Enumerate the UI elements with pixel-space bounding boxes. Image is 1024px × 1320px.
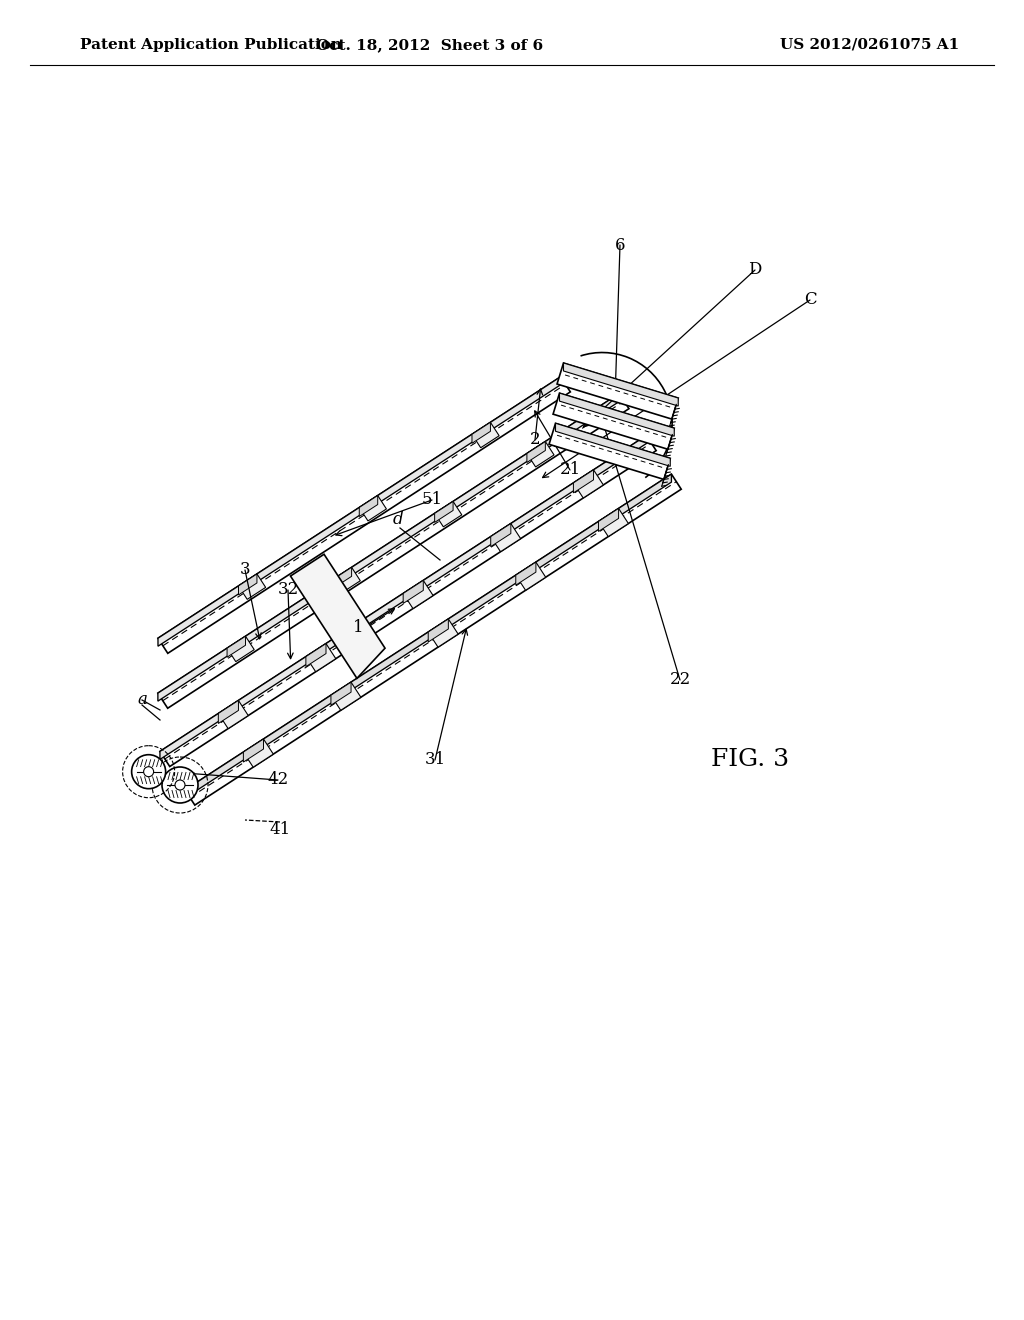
- Text: 42: 42: [267, 771, 289, 788]
- Polygon shape: [331, 682, 351, 705]
- Polygon shape: [158, 376, 570, 653]
- Text: 22: 22: [670, 672, 690, 689]
- Circle shape: [175, 780, 185, 789]
- Text: 31: 31: [424, 751, 445, 768]
- Text: 1: 1: [352, 619, 364, 635]
- Text: d: d: [392, 511, 403, 528]
- Text: a: a: [137, 692, 146, 709]
- Polygon shape: [490, 524, 511, 546]
- Polygon shape: [472, 422, 490, 444]
- Polygon shape: [549, 424, 671, 479]
- Polygon shape: [516, 562, 546, 590]
- Polygon shape: [218, 701, 248, 729]
- Polygon shape: [563, 363, 678, 407]
- Polygon shape: [306, 644, 336, 672]
- Polygon shape: [403, 581, 433, 609]
- Polygon shape: [527, 441, 554, 467]
- Polygon shape: [434, 502, 462, 527]
- Polygon shape: [573, 470, 594, 492]
- Text: 51: 51: [422, 491, 442, 508]
- Text: US 2012/0261075 A1: US 2012/0261075 A1: [780, 38, 959, 51]
- Polygon shape: [428, 619, 449, 642]
- Polygon shape: [557, 363, 678, 418]
- Circle shape: [143, 767, 154, 776]
- Polygon shape: [527, 441, 546, 462]
- Text: Oct. 18, 2012  Sheet 3 of 6: Oct. 18, 2012 Sheet 3 of 6: [316, 38, 544, 51]
- Polygon shape: [490, 524, 520, 552]
- Polygon shape: [239, 574, 265, 599]
- Text: 32: 32: [278, 582, 299, 598]
- Polygon shape: [158, 393, 620, 701]
- Polygon shape: [598, 508, 618, 532]
- Polygon shape: [239, 574, 257, 595]
- Text: Patent Application Publication: Patent Application Publication: [80, 38, 342, 51]
- Polygon shape: [472, 422, 499, 447]
- Polygon shape: [553, 393, 674, 449]
- Polygon shape: [359, 495, 386, 521]
- Text: 21: 21: [559, 462, 581, 479]
- Polygon shape: [403, 581, 423, 603]
- Polygon shape: [573, 470, 603, 498]
- Polygon shape: [516, 562, 536, 585]
- Polygon shape: [158, 393, 629, 709]
- Polygon shape: [359, 495, 378, 516]
- Text: 6: 6: [614, 236, 626, 253]
- Polygon shape: [160, 436, 656, 767]
- Circle shape: [162, 767, 198, 803]
- Polygon shape: [158, 376, 560, 647]
- Text: 3: 3: [240, 561, 250, 578]
- Polygon shape: [185, 474, 681, 805]
- Polygon shape: [428, 619, 458, 647]
- Polygon shape: [185, 474, 672, 799]
- Polygon shape: [598, 508, 629, 537]
- Polygon shape: [331, 682, 360, 710]
- Polygon shape: [555, 424, 671, 466]
- Polygon shape: [244, 739, 273, 767]
- Polygon shape: [218, 701, 239, 723]
- Text: FIG. 3: FIG. 3: [711, 748, 790, 771]
- Polygon shape: [306, 644, 326, 667]
- Polygon shape: [227, 636, 254, 661]
- Text: 2: 2: [529, 432, 541, 449]
- Polygon shape: [227, 636, 246, 657]
- Polygon shape: [333, 568, 351, 589]
- Polygon shape: [160, 436, 646, 759]
- Polygon shape: [244, 739, 263, 762]
- Circle shape: [132, 755, 166, 788]
- Polygon shape: [559, 393, 674, 436]
- Text: C: C: [804, 292, 816, 309]
- Text: 41: 41: [269, 821, 291, 838]
- Polygon shape: [434, 502, 453, 523]
- Polygon shape: [291, 554, 385, 678]
- Polygon shape: [333, 568, 360, 593]
- Text: D: D: [749, 261, 762, 279]
